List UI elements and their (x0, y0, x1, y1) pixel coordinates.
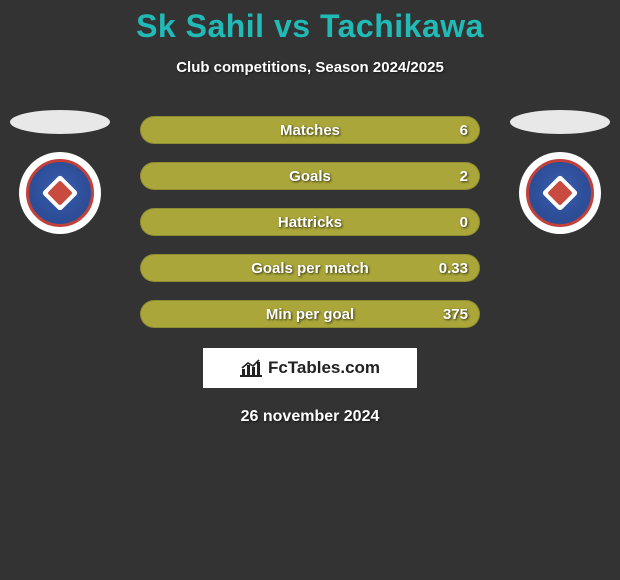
stat-value-right: 0 (460, 214, 468, 231)
player-right-avatar (510, 110, 610, 134)
stat-label: Goals (289, 168, 331, 185)
club-badge-left (19, 152, 101, 234)
left-column (8, 110, 112, 234)
player-left-name: Sk Sahil (136, 8, 265, 44)
stat-value-right: 0.33 (439, 260, 468, 277)
stat-label: Hattricks (278, 214, 342, 231)
stat-label: Goals per match (251, 260, 369, 277)
vs-label: vs (274, 8, 311, 44)
stat-bar: Goals per match 0.33 (140, 254, 480, 282)
club-badge-left-inner (26, 159, 94, 227)
stat-bar: Matches 6 (140, 116, 480, 144)
comparison-title: Sk Sahil vs Tachikawa (0, 0, 620, 45)
watermark-text: FcTables.com (268, 358, 380, 378)
date: 26 november 2024 (0, 408, 620, 426)
stat-value-right: 375 (443, 306, 468, 323)
stat-bar: Min per goal 375 (140, 300, 480, 328)
player-left-avatar (10, 110, 110, 134)
club-badge-left-center (42, 175, 79, 212)
club-badge-right-inner (526, 159, 594, 227)
stat-bars: Matches 6 Goals 2 Hattricks 0 Goals per … (140, 116, 480, 328)
subtitle: Club competitions, Season 2024/2025 (0, 59, 620, 76)
content-area: Matches 6 Goals 2 Hattricks 0 Goals per … (0, 116, 620, 426)
stat-label: Matches (280, 122, 340, 139)
watermark: FcTables.com (203, 348, 417, 388)
right-column (508, 110, 612, 234)
stat-bar: Hattricks 0 (140, 208, 480, 236)
club-badge-right-center (542, 175, 579, 212)
chart-icon (240, 359, 262, 377)
stat-bar: Goals 2 (140, 162, 480, 190)
stat-value-right: 2 (460, 168, 468, 185)
player-right-name: Tachikawa (320, 8, 484, 44)
stat-label: Min per goal (266, 306, 354, 323)
stat-value-right: 6 (460, 122, 468, 139)
club-badge-right (519, 152, 601, 234)
